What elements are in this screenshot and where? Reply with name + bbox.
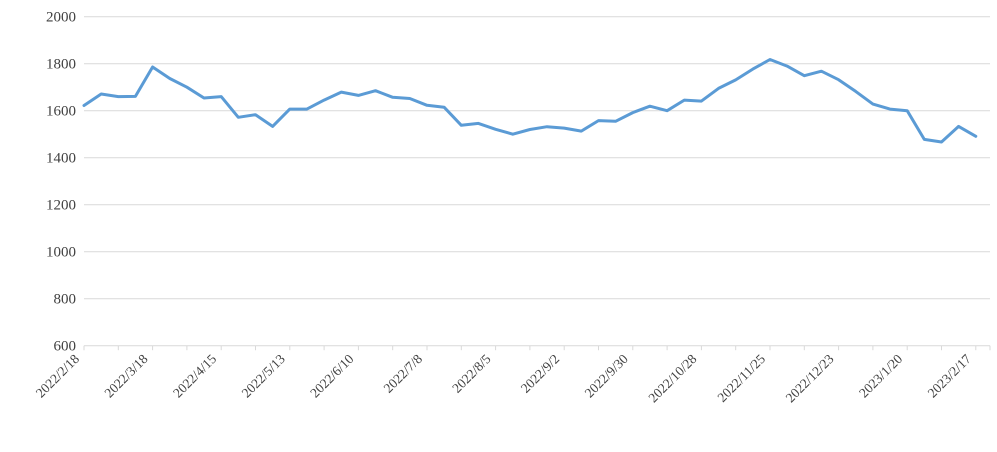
- y-axis-tick-label: 1600: [46, 104, 76, 120]
- x-axis-tick-label: 2022/8/5: [449, 351, 494, 396]
- data-series-line: [82, 58, 978, 144]
- x-axis-tick-label: 2022/11/25: [714, 351, 768, 405]
- y-axis-tick-label: 600: [54, 339, 77, 355]
- y-axis-tick-label: 2000: [46, 10, 76, 26]
- y-axis-tick-labels: 600 800 1000 1200 1400 1600 1800 2000: [46, 10, 76, 355]
- y-axis-tick-label: 1400: [46, 151, 76, 167]
- y-axis-tick-label: 1200: [46, 198, 76, 214]
- x-axis-tick-label: 2022/2/18: [33, 351, 82, 400]
- series-line: [82, 58, 978, 144]
- x-axis-tick-label: 2022/6/10: [307, 351, 356, 400]
- x-axis-tick-label: 2022/9/2: [518, 351, 563, 396]
- x-axis-tick-label: 2022/4/15: [170, 351, 219, 400]
- x-axis-tick-label: 2022/12/23: [783, 351, 837, 405]
- x-axis-tick-label: 2022/5/13: [239, 351, 288, 400]
- x-axis-tick-label: 2023/1/20: [856, 351, 905, 400]
- x-axis-tick-label: 2022/10/28: [645, 351, 699, 405]
- x-axis-tick-labels: 2022/2/18 2022/3/18 2022/4/15 2022/5/13 2022…: [33, 351, 974, 405]
- y-axis-tick-label: 1800: [46, 57, 76, 73]
- gridlines: [84, 16, 990, 347]
- x-axis-tick-label: 2023/2/17: [925, 351, 974, 400]
- x-axis-tick-label: 2022/9/30: [582, 351, 631, 400]
- x-axis-tick-label: 2022/3/18: [101, 351, 150, 400]
- y-axis-tick-label: 1000: [46, 245, 76, 261]
- x-axis-tick-label: 2022/7/8: [381, 351, 426, 396]
- x-axis-line-and-ticks: [83, 345, 991, 351]
- y-axis-tick-label: 800: [54, 292, 77, 308]
